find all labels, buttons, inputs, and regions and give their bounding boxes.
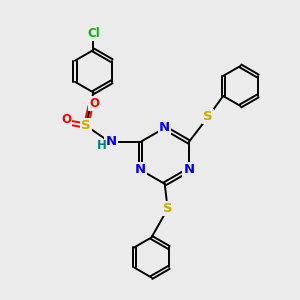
Text: N: N [106, 135, 117, 148]
Text: O: O [89, 97, 99, 110]
Text: Cl: Cl [87, 27, 100, 40]
Text: S: S [163, 202, 172, 215]
Text: S: S [203, 110, 213, 123]
Text: N: N [183, 164, 194, 176]
Text: H: H [96, 139, 106, 152]
Text: N: N [135, 164, 146, 176]
Text: S: S [81, 119, 91, 132]
Text: N: N [159, 122, 170, 134]
Text: O: O [61, 113, 71, 126]
